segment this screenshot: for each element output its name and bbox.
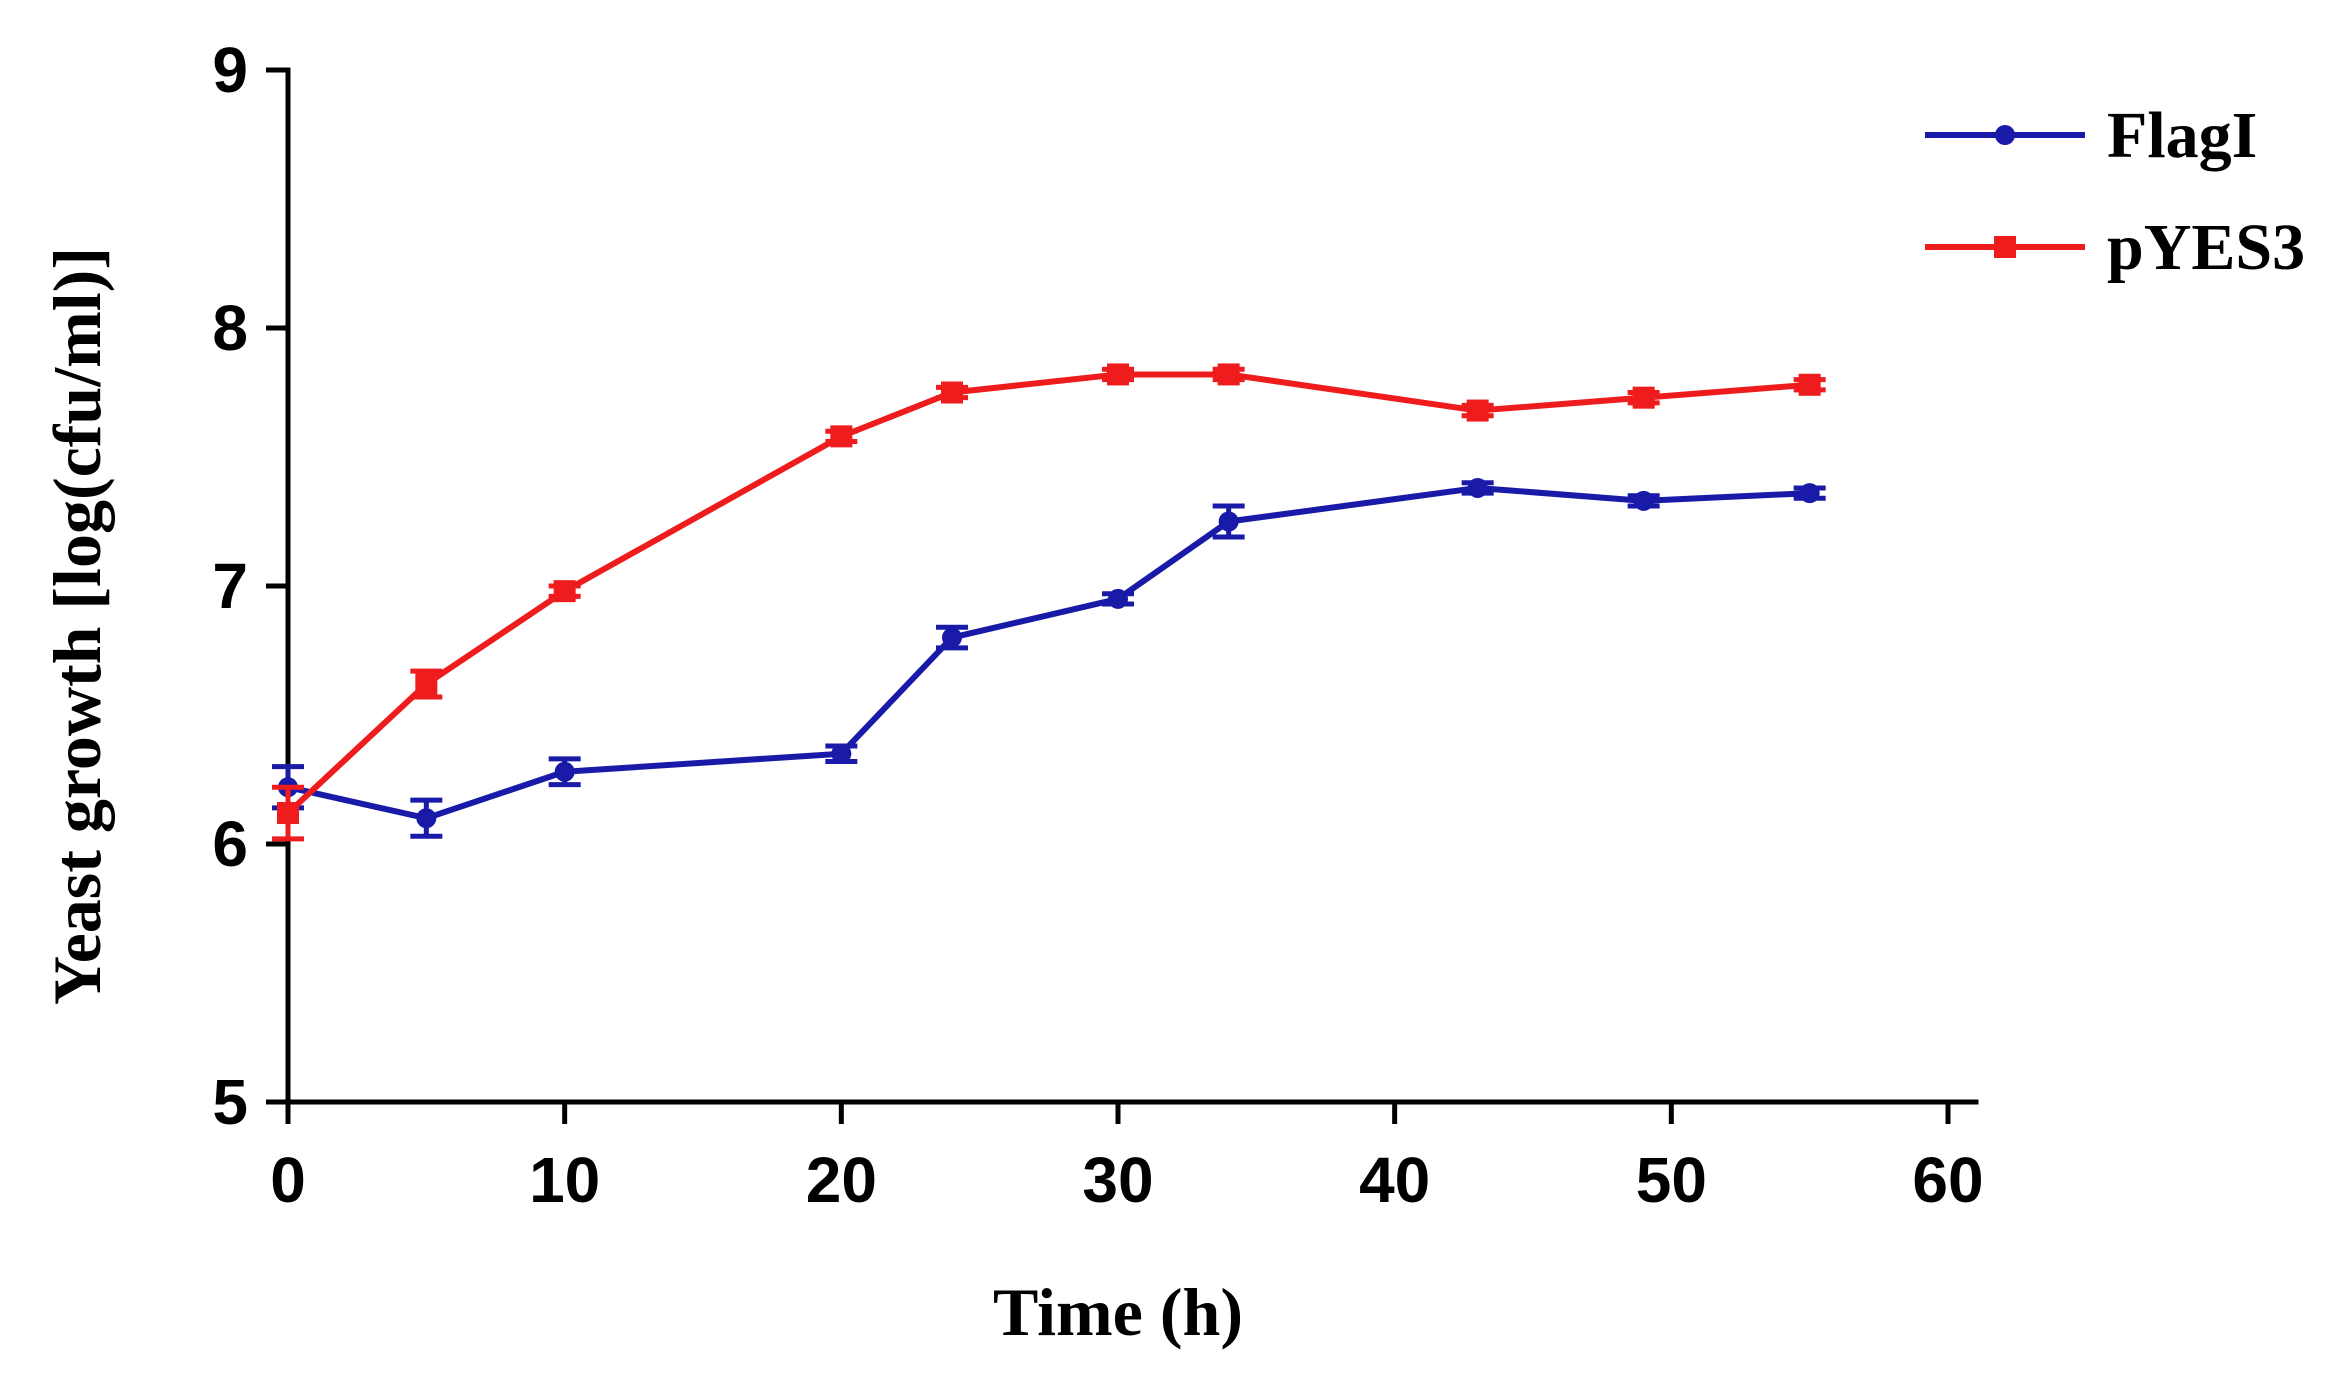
data-point-pyes3 — [1217, 363, 1240, 386]
x-tick-label: 30 — [1082, 1144, 1153, 1216]
series-line-flagi — [287, 484, 1810, 822]
x-tick-label: 60 — [1912, 1144, 1983, 1216]
x-axis-title: Time (h) — [993, 1274, 1243, 1350]
x-tick-label: 40 — [1359, 1144, 1430, 1216]
y-tick-label: 6 — [212, 808, 248, 880]
data-point-pyes3 — [277, 802, 299, 825]
y-tick-label: 9 — [212, 34, 248, 106]
data-point-flagi — [942, 627, 962, 648]
data-point-flagi — [1218, 511, 1239, 532]
data-point-pyes3 — [941, 381, 963, 404]
x-tick-label: 10 — [529, 1144, 600, 1216]
y-tick-label: 5 — [212, 1066, 248, 1138]
x-tick-label: 50 — [1636, 1144, 1707, 1216]
data-point-flagi — [1467, 477, 1488, 498]
legend-marker-flagi — [1995, 125, 2015, 145]
y-tick-label: 8 — [212, 292, 248, 364]
data-point-pyes3 — [553, 580, 576, 603]
legend-label-flagi: FlagI — [2107, 99, 2257, 172]
legend-marker-pyes3 — [1994, 236, 2016, 258]
x-tick-label: 0 — [270, 1144, 306, 1216]
data-point-flagi — [416, 808, 437, 829]
data-point-flagi — [1108, 588, 1128, 609]
series-line-pyes3 — [285, 371, 1810, 816]
data-point-pyes3 — [1798, 373, 1821, 396]
data-point-pyes3 — [1107, 363, 1129, 386]
data-point-pyes3 — [830, 425, 853, 448]
data-point-pyes3 — [415, 673, 438, 696]
data-point-flagi — [554, 761, 575, 782]
y-tick-label: 7 — [212, 550, 248, 622]
legend-label-pyes3: pYES3 — [2107, 211, 2305, 284]
data-point-flagi — [1799, 483, 1820, 504]
data-point-pyes3 — [1632, 386, 1655, 409]
data-point-flagi — [831, 743, 852, 764]
y-axis-title: Yeast growth [log(cfu/ml)] — [39, 247, 115, 1005]
x-tick-label: 20 — [806, 1144, 877, 1216]
data-point-flagi — [1633, 490, 1654, 511]
data-point-pyes3 — [1466, 399, 1489, 422]
